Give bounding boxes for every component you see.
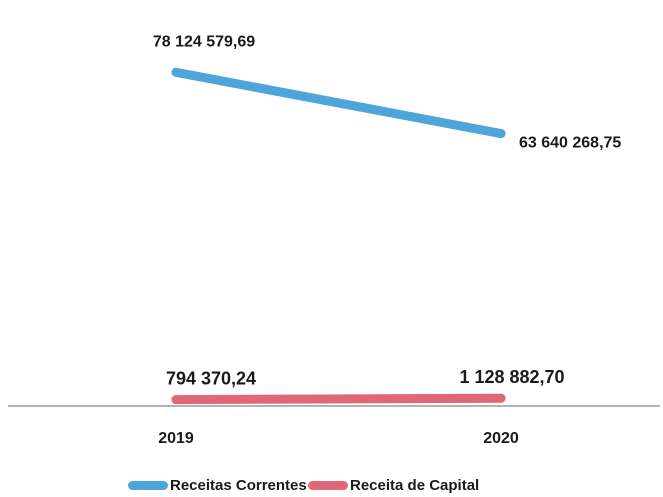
series-line-receita-de-capital [171, 393, 506, 405]
data-label-receita-de-capital: 794 370,24 [166, 369, 256, 389]
x-tick-label: 2019 [158, 430, 194, 447]
legend-item-receita-de-capital: Receita de Capital [308, 474, 479, 496]
legend-label: Receitas Correntes [170, 476, 307, 494]
series-line-receitas-correntes [171, 67, 506, 139]
line-chart: 78 124 579,69 63 640 268,75 794 370,24 1 12… [8, 33, 660, 447]
data-point-receita-de-capital [171, 395, 181, 405]
data-point-receita-de-capital [496, 393, 506, 403]
legend-item-receitas-correntes: Receitas Correntes [128, 474, 307, 496]
data-point-receitas-correntes [496, 129, 506, 139]
data-label-receitas-correntes: 63 640 268,75 [519, 135, 621, 152]
data-label-receita-de-capital: 1 128 882,70 [459, 367, 564, 387]
data-label-receitas-correntes: 78 124 579,69 [153, 33, 255, 50]
legend-swatch-receita-de-capital [308, 480, 348, 490]
legend: Receitas Correntes Receita de Capital [0, 474, 663, 496]
legend-label: Receita de Capital [350, 476, 480, 494]
x-tick-label: 2020 [483, 430, 519, 447]
data-point-receitas-correntes [171, 67, 181, 77]
legend-swatch-receitas-correntes [128, 480, 168, 490]
